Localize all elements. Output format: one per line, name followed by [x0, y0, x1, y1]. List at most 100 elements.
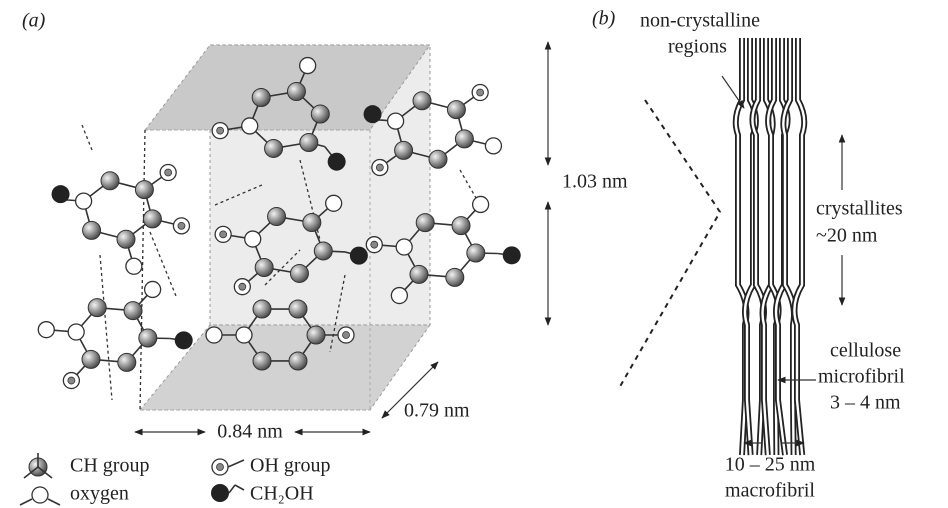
hydrogen-bond — [139, 129, 146, 411]
oxygen — [74, 192, 93, 210]
oh-core — [370, 240, 379, 249]
dimension-arrow — [381, 361, 439, 419]
annotation: 3 – 4 nm — [830, 392, 901, 414]
drawing — [19, 38, 846, 506]
ch2oh — [363, 105, 382, 124]
ch-group — [445, 267, 465, 287]
ch-group — [254, 257, 274, 277]
ch-group — [299, 132, 319, 152]
bond — [47, 498, 61, 506]
ch-group — [134, 180, 154, 200]
annotation: crystallites — [816, 198, 903, 220]
ch-group — [264, 138, 284, 158]
oxygen — [205, 326, 223, 344]
ch2oh — [349, 246, 368, 265]
ch-group — [251, 88, 271, 108]
oh-core — [238, 282, 247, 291]
ch-group — [409, 264, 429, 284]
oxygen — [125, 257, 143, 275]
ch-group — [82, 220, 102, 240]
legend-label: CH₂OH — [250, 483, 314, 505]
hydrogen-bond — [329, 274, 346, 353]
fibril-core — [793, 38, 806, 456]
annotation: ~20 nm — [816, 225, 878, 247]
ch-group — [446, 100, 466, 120]
ch2oh — [51, 185, 70, 204]
oh-core — [177, 221, 186, 230]
dimension-label: 0.79 nm — [404, 400, 470, 422]
ch-group — [313, 241, 333, 261]
oh-core — [219, 230, 228, 239]
ch-group — [116, 229, 136, 249]
bond — [19, 498, 33, 506]
oxygen — [235, 326, 253, 344]
annotation: microfibril — [818, 366, 905, 388]
panel-label: (a) — [22, 10, 46, 32]
bond — [227, 459, 245, 468]
ch-group — [117, 352, 137, 372]
ch-group — [394, 140, 414, 160]
ch-group — [454, 129, 474, 149]
oxygen — [390, 286, 409, 305]
annotation: cellulose — [830, 340, 901, 362]
oxygen — [484, 137, 503, 155]
bond — [234, 484, 245, 491]
hydrogen-bond — [99, 254, 113, 401]
annotation: non-crystalline — [640, 10, 760, 32]
oxygen — [241, 117, 259, 135]
ch-group — [81, 349, 101, 369]
ch-group — [138, 328, 158, 348]
ch-group — [252, 299, 272, 319]
ch-group — [289, 263, 309, 283]
ch-group — [267, 207, 287, 227]
pointer — [721, 75, 745, 109]
panel-label: (b) — [592, 8, 616, 30]
oh-core — [216, 126, 225, 135]
ch-group — [451, 216, 471, 236]
ch-group — [306, 325, 326, 345]
legend-label: oxygen — [70, 483, 129, 505]
oxygen — [395, 238, 413, 256]
ch2oh — [327, 152, 346, 171]
ch-group — [466, 243, 486, 263]
annotation: 10 – 25 nm — [725, 454, 816, 476]
oxygen — [31, 486, 49, 504]
oh-core — [216, 463, 224, 471]
oxygen — [325, 194, 343, 212]
zoom-guide — [617, 99, 722, 391]
ch-group — [286, 82, 306, 102]
hydrogen-bond — [81, 124, 93, 151]
bond — [37, 466, 53, 479]
hydrogen-bond — [264, 249, 301, 286]
oh-core — [164, 168, 173, 177]
ch-group — [415, 213, 435, 233]
oh-core — [476, 88, 485, 97]
bond — [228, 484, 236, 494]
legend-label: CH group — [70, 455, 149, 477]
oh-core — [375, 163, 384, 172]
oxygen — [67, 323, 85, 341]
dimension-label: 0.84 nm — [217, 421, 283, 443]
ch-group — [288, 351, 308, 371]
ch-group — [302, 213, 322, 233]
ch-group — [288, 299, 308, 319]
ch2oh — [174, 331, 193, 350]
dimension-label: 1.03 nm — [562, 171, 628, 193]
ch-group — [123, 301, 143, 321]
cell-bottom-face — [138, 324, 431, 411]
ch-group — [87, 298, 107, 318]
oxygen — [386, 112, 405, 130]
hydrogen-bond — [459, 169, 481, 206]
ch-group — [428, 149, 448, 169]
legend-label: OH group — [250, 455, 331, 477]
oxygen — [37, 321, 55, 339]
annotation: regions — [668, 36, 727, 58]
oxygen — [471, 195, 490, 214]
ch2oh — [211, 484, 229, 502]
ch-group — [310, 104, 330, 124]
oxygen — [143, 280, 162, 299]
ch-group — [252, 351, 272, 371]
annotation: macrofibril — [725, 480, 815, 502]
ch-group — [412, 91, 432, 111]
